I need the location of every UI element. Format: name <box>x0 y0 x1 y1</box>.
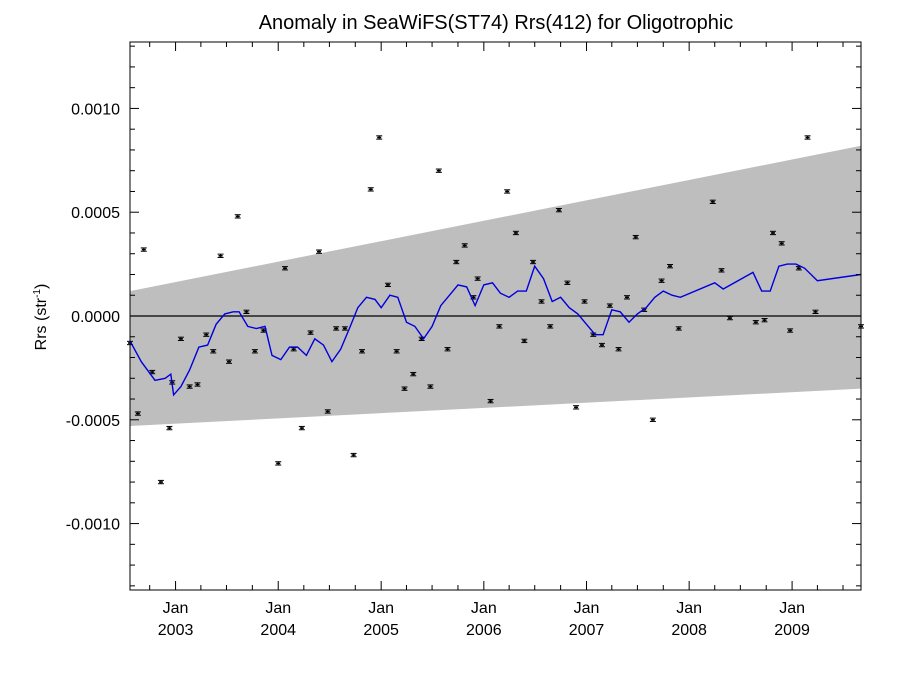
x-tick-year-label: 2005 <box>363 622 399 639</box>
y-axis-label-superscript: -1 <box>32 289 43 298</box>
x-tick-year-label: 2006 <box>466 622 502 639</box>
data-point <box>804 135 811 140</box>
data-point <box>564 280 571 285</box>
data-point <box>598 342 605 348</box>
data-point <box>461 243 468 248</box>
data-point <box>427 384 434 389</box>
data-point <box>376 135 383 140</box>
x-tick-month-label: Jan <box>676 600 702 617</box>
data-point <box>140 247 147 252</box>
x-tick-month-label: Jan <box>163 600 189 617</box>
data-point <box>530 259 537 265</box>
data-point <box>538 299 545 304</box>
data-point <box>298 425 305 431</box>
data-point <box>709 199 716 204</box>
data-point <box>623 295 630 300</box>
data-point <box>393 349 400 354</box>
data-point <box>787 328 794 333</box>
data-point <box>615 347 622 352</box>
x-tick-month-label: Jan <box>368 600 394 617</box>
data-point <box>778 241 785 246</box>
x-tick-year-label: 2007 <box>569 622 605 639</box>
data-point <box>210 349 217 354</box>
data-point <box>134 411 141 416</box>
data-point <box>649 417 656 422</box>
plot-area <box>127 41 864 591</box>
data-point <box>359 349 366 354</box>
data-point <box>718 268 725 273</box>
y-tick-label: -0.0010 <box>66 517 120 534</box>
data-point <box>726 315 733 321</box>
data-point <box>316 249 323 254</box>
data-point <box>769 230 776 236</box>
y-axis-label-text: Rrs (str <box>33 297 50 350</box>
data-point <box>157 479 164 485</box>
data-point <box>275 461 282 466</box>
data-point <box>632 234 639 240</box>
data-point <box>324 409 331 414</box>
data-point <box>217 253 224 258</box>
data-point <box>401 386 408 391</box>
x-tick-month-label: Jan <box>574 600 600 617</box>
x-tick-year-label: 2009 <box>774 622 810 639</box>
y-tick-label: 0.0010 <box>71 101 120 118</box>
data-point <box>512 230 519 236</box>
x-tick-month-label: Jan <box>471 600 497 617</box>
data-point <box>350 452 357 458</box>
x-tick-year-label: 2004 <box>260 622 296 639</box>
data-point <box>474 276 481 281</box>
data-point <box>487 398 494 404</box>
data-point <box>281 266 288 271</box>
data-point <box>581 299 588 304</box>
y-tick-label: 0.0005 <box>71 205 120 222</box>
data-point <box>251 349 258 354</box>
data-point <box>521 338 528 344</box>
x-tick-year-label: 2008 <box>671 622 707 639</box>
data-point <box>667 264 674 269</box>
y-tick-label: 0.0000 <box>71 309 120 326</box>
data-point <box>194 382 201 387</box>
data-point <box>234 214 241 219</box>
data-point <box>547 324 554 329</box>
y-axis-label: Rrs (str-1) <box>32 284 50 351</box>
data-point <box>752 320 759 325</box>
data-point <box>555 207 562 213</box>
data-point <box>573 405 580 410</box>
y-axis-ticks: 0.0010 0.0005 0.0000 -0.0005 -0.0010 <box>66 45 861 587</box>
x-tick-month-label: Jan <box>265 600 291 617</box>
data-point <box>410 371 417 377</box>
x-axis-ticks: Jan 2003 Jan 2004 Jan 2005 Jan 2006 Jan 2007 Jan 20… <box>149 42 844 639</box>
data-point <box>333 326 340 331</box>
x-tick-month-label: Jan <box>779 600 805 617</box>
data-point <box>504 189 511 194</box>
chart-title: Anomaly in SeaWiFS(ST74) Rrs(412) for Ol… <box>259 12 734 34</box>
data-point <box>226 359 233 364</box>
data-point <box>307 330 314 335</box>
data-point <box>177 336 184 341</box>
y-axis-label-close: ) <box>33 284 50 289</box>
data-point <box>367 187 374 192</box>
data-point <box>606 303 613 308</box>
data-point <box>812 309 819 315</box>
data-point <box>341 326 348 331</box>
x-tick-year-label: 2003 <box>158 622 194 639</box>
data-point <box>203 332 210 337</box>
data-point <box>675 326 682 331</box>
data-point <box>384 282 391 288</box>
trend-line <box>129 263 862 397</box>
data-point <box>658 278 665 283</box>
data-point <box>435 168 442 173</box>
data-point <box>444 347 451 352</box>
data-point <box>166 425 173 431</box>
data-point <box>243 309 250 315</box>
y-tick-label: -0.0005 <box>66 413 120 430</box>
data-point <box>453 259 460 265</box>
data-point <box>186 384 193 389</box>
data-point <box>761 317 768 323</box>
data-point <box>496 324 503 329</box>
